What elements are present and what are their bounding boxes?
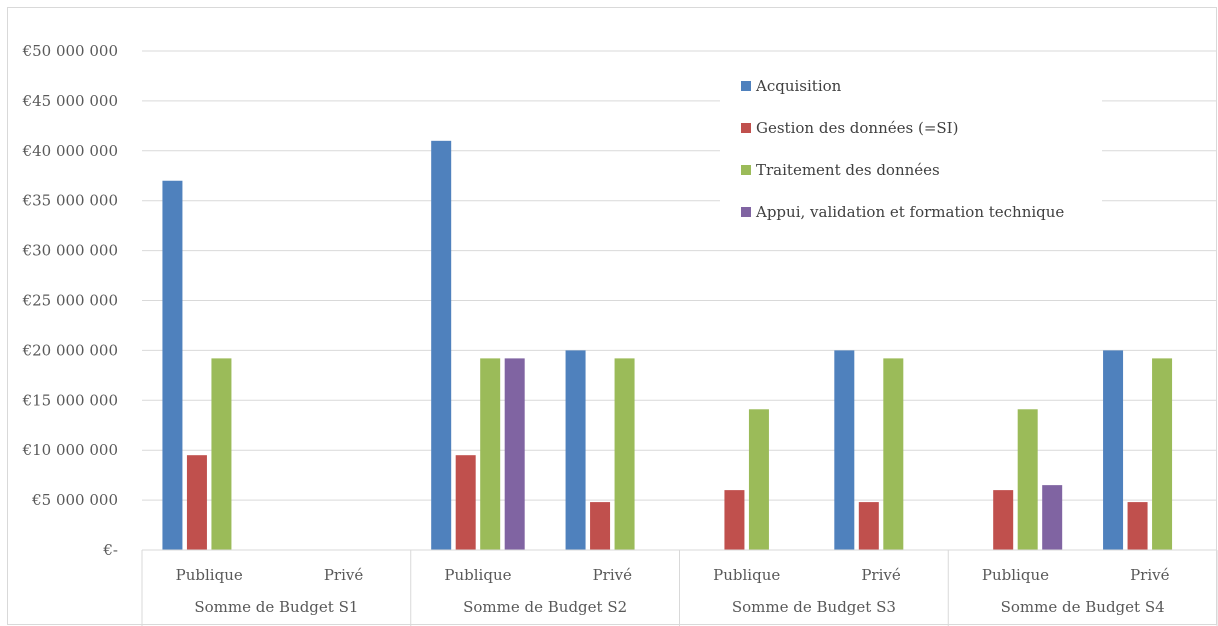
x-axis: Publique Privé Publique Privé Publique Privé P… xyxy=(141,549,1218,626)
legend-swatch xyxy=(741,207,751,217)
legend-entry: Traitement des données xyxy=(756,161,940,179)
y-tick-label: €5 000 000 xyxy=(31,491,118,509)
y-tick-label: €25 000 000 xyxy=(22,292,118,310)
legend: Acquisition Gestion des données (=SI) Trai… xyxy=(720,68,1102,240)
bar xyxy=(834,350,855,550)
y-tick-label: €30 000 000 xyxy=(22,242,118,260)
bar xyxy=(455,455,476,550)
y-tick-label: €50 000 000 xyxy=(22,42,118,60)
y-tick-label: €45 000 000 xyxy=(22,92,118,110)
bar xyxy=(614,358,635,550)
y-tick-label: €- xyxy=(102,541,118,559)
y-tick-label: €40 000 000 xyxy=(22,142,118,160)
bar xyxy=(1042,485,1063,550)
bar xyxy=(858,502,879,550)
y-tick-label: €10 000 000 xyxy=(22,441,118,459)
x-category-label: Publique xyxy=(176,566,243,584)
legend-swatch xyxy=(741,165,751,175)
y-axis-tick-labels: €- €5 000 000 €10 000 000 €15 000 000 €20 00… xyxy=(22,42,118,559)
legend-entry: Appui, validation et formation technique xyxy=(755,203,1064,221)
bar xyxy=(162,180,183,551)
bar xyxy=(504,358,525,550)
bar xyxy=(724,490,745,550)
bars xyxy=(162,140,1173,551)
x-category-label: Publique xyxy=(713,566,780,584)
bar xyxy=(1127,502,1148,550)
legend-swatch xyxy=(741,123,751,133)
bar xyxy=(1152,358,1173,550)
bar xyxy=(565,350,586,550)
bar xyxy=(590,502,611,550)
legend-swatch xyxy=(741,81,751,91)
x-group-label: Somme de Budget S3 xyxy=(732,598,896,616)
bar xyxy=(186,455,207,550)
bar xyxy=(1017,409,1038,550)
x-category-label: Publique xyxy=(982,566,1049,584)
y-tick-label: €20 000 000 xyxy=(22,341,118,359)
legend-entry: Acquisition xyxy=(755,77,842,95)
bar xyxy=(1103,350,1124,550)
x-group-label: Somme de Budget S4 xyxy=(1001,598,1165,616)
bar xyxy=(883,358,904,550)
bar xyxy=(211,358,232,550)
y-tick-label: €15 000 000 xyxy=(22,391,118,409)
x-group-label: Somme de Budget S2 xyxy=(463,598,627,616)
x-category-label: Privé xyxy=(324,566,364,584)
x-category-label: Privé xyxy=(1130,566,1170,584)
x-category-label: Publique xyxy=(444,566,511,584)
bar xyxy=(748,409,769,550)
bar xyxy=(993,490,1014,550)
x-category-label: Privé xyxy=(593,566,633,584)
x-group-label: Somme de Budget S1 xyxy=(194,598,358,616)
legend-entry: Gestion des données (=SI) xyxy=(756,119,958,137)
legend-box xyxy=(720,68,1102,240)
x-category-label: Privé xyxy=(861,566,901,584)
bar xyxy=(480,358,501,550)
bar xyxy=(431,140,452,550)
y-tick-label: €35 000 000 xyxy=(22,192,118,210)
